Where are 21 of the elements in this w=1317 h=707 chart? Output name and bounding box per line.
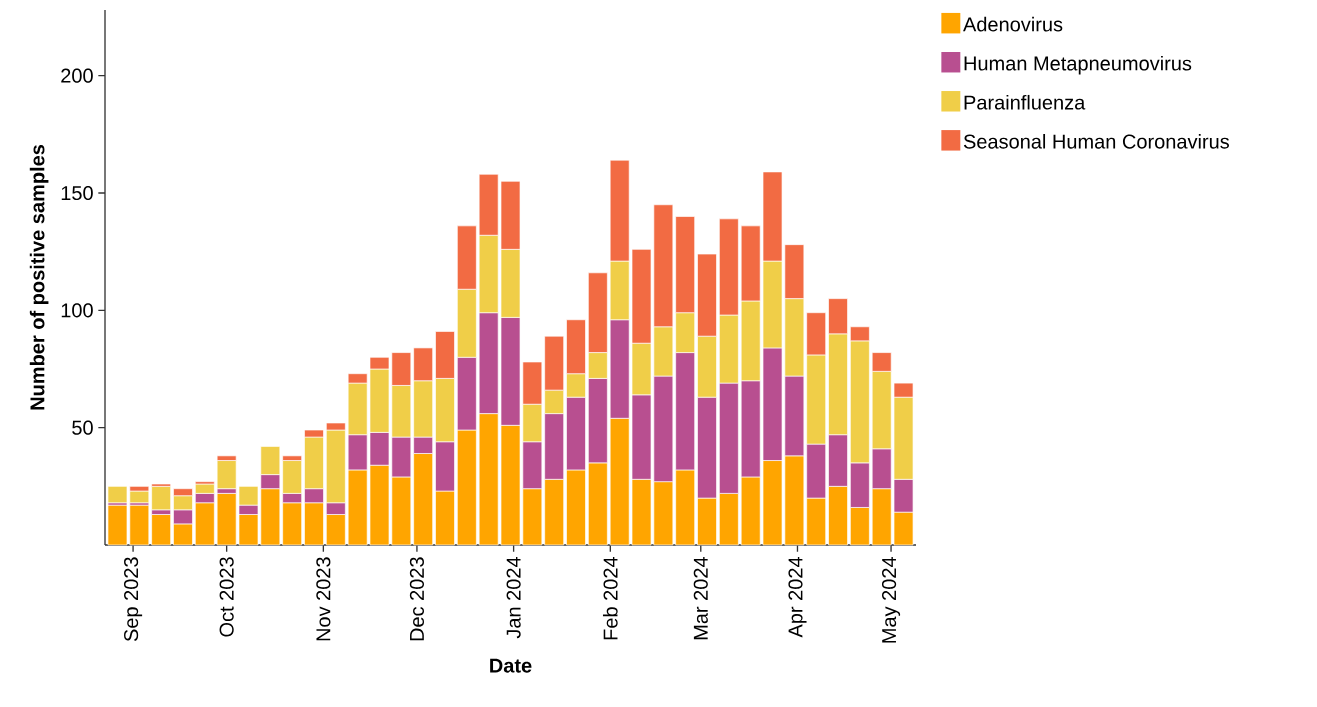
x-tick-label: Feb 2024 [602,556,618,640]
x-tick-label: Jan 2024 [506,557,521,639]
legend-label: Seasonal Human Coronavirus [963,133,1229,149]
x-axis-title: Date [490,658,532,673]
bar [151,514,171,546]
bar [151,486,171,511]
y-axis-title: Number of positive samples [29,144,49,410]
legend-label: Parainfluenza [964,94,1086,110]
x-tick-label: Mar 2024 [693,556,708,640]
y-tick-label: 200 [61,68,93,83]
x-tick-label: Sep 2023 [124,557,143,642]
legend-label: Adenovirus [963,16,1063,32]
x-tick-label: Nov 2023 [316,557,331,641]
x-tick-label: Apr 2024 [788,556,807,638]
x-tick-label: Dec 2023 [409,557,424,641]
legend-label: Human Metapneumovirus [964,55,1192,75]
y-tick-label: 50 [72,420,93,435]
y-tick-label: 150 [61,185,93,201]
x-tick-label: May 2024 [881,556,901,643]
x-tick-label: Oct 2023 [219,557,234,637]
y-tick-label: 100 [61,303,93,318]
